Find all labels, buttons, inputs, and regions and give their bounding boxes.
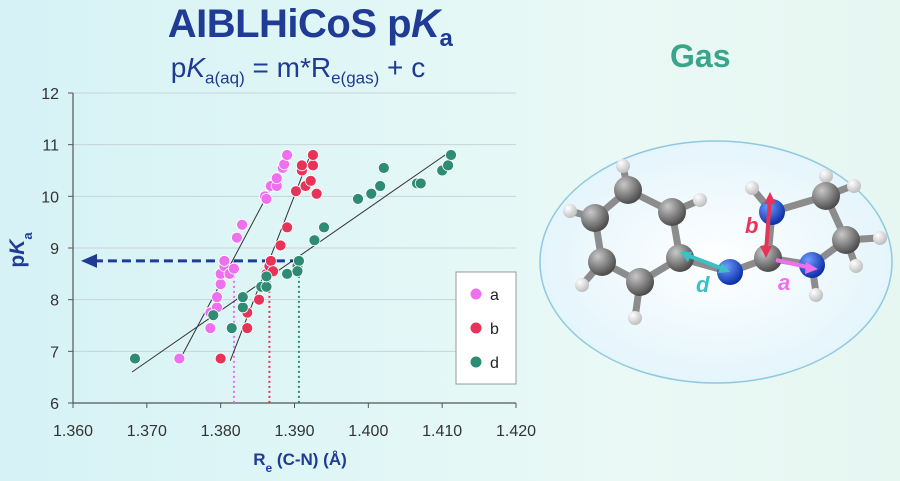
legend-label-a: a	[490, 287, 499, 304]
point-b	[304, 174, 317, 187]
point-d	[445, 149, 457, 161]
point-b	[307, 149, 319, 161]
x-axis-label: Re (C-N) (Å)	[253, 450, 347, 475]
point-a	[214, 278, 227, 291]
point-d	[281, 267, 294, 280]
legend-box	[455, 271, 517, 385]
data-points	[129, 149, 457, 365]
point-a	[231, 231, 243, 244]
point-d	[293, 255, 305, 267]
gas-title: Gas	[670, 38, 731, 74]
y-axis-label: pKa	[6, 232, 35, 268]
point-d	[442, 159, 454, 172]
point-a	[236, 218, 248, 231]
atoms	[563, 159, 887, 325]
point-d	[374, 180, 387, 192]
chart-title: AIBLHiCoS pKa	[167, 2, 453, 52]
point-a	[204, 322, 217, 334]
point-d	[207, 309, 220, 322]
point-d	[352, 193, 364, 205]
point-a	[173, 352, 186, 365]
point-b	[281, 221, 294, 234]
point-a	[228, 262, 240, 275]
y-gridlines	[73, 92, 516, 352]
legend-marker-d	[470, 356, 482, 368]
x-tick-label: 1.410	[422, 423, 462, 440]
point-b	[274, 239, 287, 252]
point-d	[129, 352, 141, 365]
legend-marker-b	[470, 322, 482, 334]
point-b	[214, 352, 227, 365]
point-b	[264, 255, 277, 267]
point-a	[281, 149, 294, 161]
y-tick-label: 8	[50, 293, 59, 310]
x-tick-label: 1.390	[274, 423, 314, 440]
legend-marker-a	[470, 288, 482, 300]
point-d	[236, 291, 249, 303]
point-a	[211, 291, 223, 303]
y-tick-label: 9	[50, 241, 59, 258]
scatter-chart: 6 7 8 9 10 11 12 1.360 1.370 1.380 1.390 1.400 1.410…	[6, 86, 536, 475]
legend-label-b: b	[490, 321, 499, 338]
x-tick-label: 1.380	[201, 423, 241, 440]
legend-label-d: d	[490, 355, 499, 372]
y-tick-label: 7	[50, 344, 59, 361]
y-tick-label: 11	[42, 138, 59, 155]
point-a	[260, 193, 273, 205]
point-d	[236, 301, 249, 314]
point-d	[414, 177, 427, 190]
y-tick-label: 12	[41, 86, 59, 103]
bond-arrows	[680, 192, 818, 274]
point-d	[291, 265, 304, 278]
bond-label-a: a	[778, 270, 790, 295]
point-d	[377, 162, 390, 174]
point-b	[310, 187, 323, 200]
fit-line-d	[131, 150, 452, 373]
point-b	[290, 185, 302, 198]
point-d	[318, 221, 330, 234]
x-tick-label: 1.370	[127, 423, 167, 440]
point-d	[225, 322, 238, 334]
point-d	[260, 280, 273, 293]
bond-label-b: b	[745, 213, 758, 238]
point-a	[218, 255, 231, 267]
point-d	[308, 234, 321, 247]
y-tick-label: 10	[41, 189, 59, 206]
point-a	[270, 172, 283, 185]
pka-arrow-head	[81, 253, 97, 268]
point-d	[260, 270, 273, 283]
x-tick-label: 1.360	[53, 423, 93, 440]
bond-label-d: d	[696, 272, 710, 297]
x-tick-label: 1.420	[496, 423, 536, 440]
point-b	[253, 293, 265, 306]
tick-labels: 6 7 8 9 10 11 12 1.360 1.370 1.380 1.390 1.400 1.410…	[41, 86, 536, 440]
x-tick-label: 1.400	[348, 423, 388, 440]
point-b	[307, 159, 319, 172]
equation: pKa(aq) = m*Re(gas) + c	[170, 52, 426, 88]
point-d	[365, 187, 378, 200]
molecule-illustration: b a d	[539, 140, 893, 384]
point-b	[241, 322, 254, 334]
point-b	[295, 159, 308, 172]
legend: abd	[455, 271, 517, 385]
y-tick-label: 6	[50, 396, 59, 413]
axes	[68, 92, 517, 408]
